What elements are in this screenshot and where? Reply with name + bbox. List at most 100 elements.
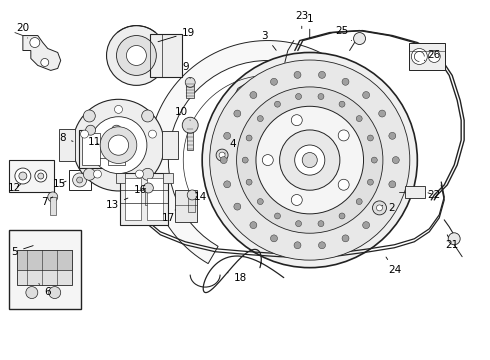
Circle shape [142,168,154,180]
Circle shape [294,145,325,175]
Text: 10: 10 [174,107,190,120]
Circle shape [80,130,89,138]
Text: 19: 19 [158,28,195,42]
Circle shape [376,205,383,211]
Circle shape [250,222,257,229]
Bar [116,173,125,183]
Bar [50,197,56,215]
Circle shape [257,199,263,204]
Circle shape [182,117,198,133]
Bar [82,133,99,165]
Bar [146,188,151,205]
Circle shape [19,172,27,180]
Circle shape [371,157,377,163]
Circle shape [274,101,280,107]
Circle shape [356,199,362,204]
Circle shape [302,153,318,168]
Circle shape [76,177,83,183]
Circle shape [379,110,386,117]
Text: 2: 2 [382,203,395,213]
Bar [69,170,91,190]
Bar [17,250,72,270]
Circle shape [148,130,156,138]
Bar [9,230,81,310]
Circle shape [368,179,373,185]
Circle shape [246,179,252,185]
Circle shape [136,170,144,178]
Circle shape [30,37,40,48]
Circle shape [389,132,396,139]
Circle shape [338,130,349,141]
Text: 3: 3 [262,31,276,50]
Circle shape [372,201,387,215]
Circle shape [223,181,231,188]
Circle shape [242,157,248,163]
Text: 25: 25 [335,26,352,41]
Circle shape [291,194,302,206]
Bar [175,190,197,222]
Text: 9: 9 [182,62,190,78]
Circle shape [73,173,87,187]
Circle shape [339,213,345,219]
Circle shape [318,71,325,78]
Circle shape [270,78,277,85]
Circle shape [49,287,61,298]
Circle shape [250,91,257,99]
Text: 6: 6 [39,284,51,297]
Bar [188,195,195,212]
Bar [405,186,425,198]
Circle shape [73,99,164,191]
Circle shape [144,183,153,193]
Circle shape [185,77,195,87]
Circle shape [112,125,122,135]
Circle shape [48,192,58,202]
Circle shape [83,168,96,180]
Circle shape [219,152,225,158]
Circle shape [257,116,263,122]
Polygon shape [23,36,61,71]
Circle shape [187,190,197,200]
Circle shape [237,87,383,233]
Bar [150,33,182,77]
Text: 20: 20 [16,23,29,38]
Bar [187,128,193,150]
Circle shape [270,235,277,242]
Circle shape [90,117,147,174]
Circle shape [342,78,349,85]
Bar [125,178,142,220]
Text: 17: 17 [162,210,175,223]
Circle shape [295,221,301,227]
Circle shape [318,242,325,249]
Circle shape [294,71,301,78]
Circle shape [318,94,324,99]
Circle shape [246,135,252,141]
Bar [163,173,173,183]
Bar [186,82,194,98]
Circle shape [291,115,302,126]
Text: 8: 8 [59,133,73,143]
Circle shape [389,181,396,188]
Bar [409,42,445,71]
Text: 15: 15 [53,179,66,189]
Text: 5: 5 [12,246,33,257]
Bar [121,173,168,225]
Circle shape [342,235,349,242]
Circle shape [41,58,49,67]
Bar [78,130,128,168]
Circle shape [280,130,340,190]
Circle shape [210,60,410,260]
Circle shape [100,127,137,163]
Circle shape [448,233,460,245]
Text: 1: 1 [306,14,313,38]
Circle shape [379,203,386,210]
Circle shape [220,157,227,163]
Circle shape [338,179,349,190]
Circle shape [106,26,166,85]
Circle shape [216,149,228,161]
Circle shape [428,50,440,62]
Circle shape [86,125,96,135]
Circle shape [202,53,417,268]
Circle shape [117,36,156,75]
Circle shape [126,45,147,66]
Text: 11: 11 [88,137,101,147]
